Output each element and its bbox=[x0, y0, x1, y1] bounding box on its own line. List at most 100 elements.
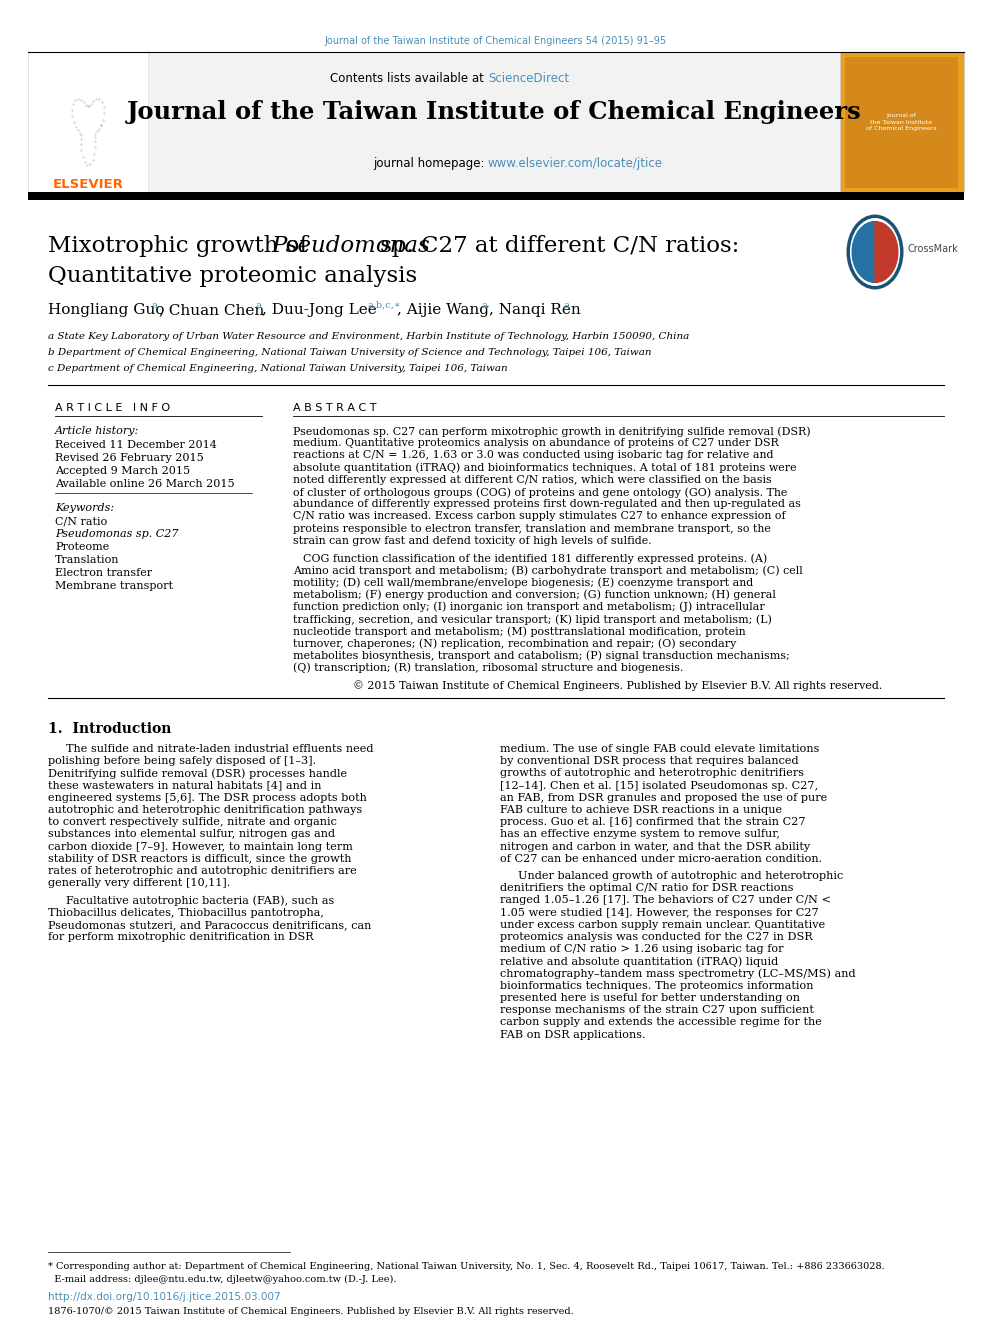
Text: Journal of the Taiwan Institute of Chemical Engineers: Journal of the Taiwan Institute of Chemi… bbox=[127, 101, 861, 124]
Text: presented here is useful for better understanding on: presented here is useful for better unde… bbox=[500, 994, 800, 1003]
Text: turnover, chaperones; (N) replication, recombination and repair; (O) secondary: turnover, chaperones; (N) replication, r… bbox=[293, 639, 736, 650]
Text: Pseudomonas: Pseudomonas bbox=[271, 235, 430, 257]
Text: , Duu-Jong Lee: , Duu-Jong Lee bbox=[262, 303, 377, 318]
Text: 1876-1070/© 2015 Taiwan Institute of Chemical Engineers. Published by Elsevier B: 1876-1070/© 2015 Taiwan Institute of Che… bbox=[48, 1307, 573, 1316]
Text: Pseudomonas sp. C27 can perform mixotrophic growth in denitrifying sulfide remov: Pseudomonas sp. C27 can perform mixotrop… bbox=[293, 426, 810, 437]
Text: Facultative autotrophic bacteria (FAB), such as: Facultative autotrophic bacteria (FAB), … bbox=[66, 896, 334, 906]
Text: under excess carbon supply remain unclear. Quantitative: under excess carbon supply remain unclea… bbox=[500, 919, 825, 930]
Text: bioinformatics techniques. The proteomics information: bioinformatics techniques. The proteomic… bbox=[500, 980, 813, 991]
Text: C/N ratio: C/N ratio bbox=[55, 516, 107, 527]
Text: noted differently expressed at different C/N ratios, which were classified on th: noted differently expressed at different… bbox=[293, 475, 772, 484]
Text: Proteome: Proteome bbox=[55, 542, 109, 552]
Text: by conventional DSR process that requires balanced: by conventional DSR process that require… bbox=[500, 757, 799, 766]
Text: engineered systems [5,6]. The DSR process adopts both: engineered systems [5,6]. The DSR proces… bbox=[48, 792, 367, 803]
Text: Revised 26 February 2015: Revised 26 February 2015 bbox=[55, 452, 203, 463]
Text: Electron transfer: Electron transfer bbox=[55, 568, 152, 578]
Text: http://dx.doi.org/10.1016/j.jtice.2015.03.007: http://dx.doi.org/10.1016/j.jtice.2015.0… bbox=[48, 1293, 281, 1302]
Text: of C27 can be enhanced under micro-aeration condition.: of C27 can be enhanced under micro-aerat… bbox=[500, 853, 822, 864]
Bar bbox=[845, 57, 958, 188]
Text: proteomics analysis was conducted for the C27 in DSR: proteomics analysis was conducted for th… bbox=[500, 931, 812, 942]
Text: Translation: Translation bbox=[55, 556, 119, 565]
Text: Available online 26 March 2015: Available online 26 March 2015 bbox=[55, 479, 235, 490]
Bar bbox=[28, 52, 148, 192]
Text: FAB culture to achieve DSR reactions in a unique: FAB culture to achieve DSR reactions in … bbox=[500, 804, 782, 815]
Text: Under balanced growth of autotrophic and heterotrophic: Under balanced growth of autotrophic and… bbox=[518, 871, 843, 881]
Wedge shape bbox=[875, 221, 898, 282]
Text: Denitrifying sulfide removal (DSR) processes handle: Denitrifying sulfide removal (DSR) proce… bbox=[48, 769, 347, 779]
Text: a,b,c,∗: a,b,c,∗ bbox=[367, 302, 401, 310]
Text: Pseudomonas stutzeri, and Paracoccus denitrificans, can: Pseudomonas stutzeri, and Paracoccus den… bbox=[48, 919, 371, 930]
Text: www.elsevier.com/locate/jtice: www.elsevier.com/locate/jtice bbox=[488, 157, 663, 169]
Text: * Corresponding author at: Department of Chemical Engineering, National Taiwan U: * Corresponding author at: Department of… bbox=[48, 1262, 885, 1271]
Text: to convert respectively sulfide, nitrate and organic: to convert respectively sulfide, nitrate… bbox=[48, 818, 337, 827]
Bar bbox=[28, 52, 840, 192]
Text: 1.  Introduction: 1. Introduction bbox=[48, 722, 172, 736]
Text: , Aijie Wang: , Aijie Wang bbox=[397, 303, 489, 318]
Text: process. Guo et al. [16] confirmed that the strain C27: process. Guo et al. [16] confirmed that … bbox=[500, 818, 806, 827]
Text: Received 11 December 2014: Received 11 December 2014 bbox=[55, 441, 217, 450]
Text: Thiobacillus delicates, Thiobacillus pantotropha,: Thiobacillus delicates, Thiobacillus pan… bbox=[48, 908, 323, 918]
Text: trafficking, secretion, and vesicular transport; (K) lipid transport and metabol: trafficking, secretion, and vesicular tr… bbox=[293, 614, 772, 624]
Text: b Department of Chemical Engineering, National Taiwan University of Science and : b Department of Chemical Engineering, Na… bbox=[48, 348, 652, 357]
Wedge shape bbox=[852, 221, 875, 282]
Text: C/N ratio was increased. Excess carbon supply stimulates C27 to enhance expressi: C/N ratio was increased. Excess carbon s… bbox=[293, 512, 786, 521]
Text: abundance of differently expressed proteins first down-regulated and then up-reg: abundance of differently expressed prote… bbox=[293, 499, 801, 509]
Text: Quantitative proteomic analysis: Quantitative proteomic analysis bbox=[48, 265, 417, 287]
Text: a: a bbox=[152, 302, 158, 310]
Text: Journal of the Taiwan Institute of Chemical Engineers 54 (2015) 91–95: Journal of the Taiwan Institute of Chemi… bbox=[325, 36, 667, 46]
Text: Mixotrophic growth of: Mixotrophic growth of bbox=[48, 235, 315, 257]
Text: a State Key Laboratory of Urban Water Resource and Environment, Harbin Institute: a State Key Laboratory of Urban Water Re… bbox=[48, 332, 689, 341]
Text: Amino acid transport and metabolism; (B) carbohydrate transport and metabolism; : Amino acid transport and metabolism; (B)… bbox=[293, 565, 803, 576]
Text: a: a bbox=[564, 302, 570, 310]
Text: a: a bbox=[482, 302, 488, 310]
Text: FAB on DSR applications.: FAB on DSR applications. bbox=[500, 1029, 646, 1040]
Text: absolute quantitation (iTRAQ) and bioinformatics techniques. A total of 181 prot: absolute quantitation (iTRAQ) and bioinf… bbox=[293, 463, 797, 474]
Text: Hongliang Guo: Hongliang Guo bbox=[48, 303, 165, 318]
Text: medium. Quantitative proteomics analysis on abundance of proteins of C27 under D: medium. Quantitative proteomics analysis… bbox=[293, 438, 779, 448]
Text: Accepted 9 March 2015: Accepted 9 March 2015 bbox=[55, 466, 190, 476]
Text: sp. C27 at different C/N ratios:: sp. C27 at different C/N ratios: bbox=[373, 235, 739, 257]
Text: 1.05 were studied [14]. However, the responses for C27: 1.05 were studied [14]. However, the res… bbox=[500, 908, 818, 918]
Text: ScienceDirect: ScienceDirect bbox=[488, 71, 569, 85]
Text: polishing before being safely disposed of [1–3].: polishing before being safely disposed o… bbox=[48, 757, 316, 766]
Text: these wastewaters in natural habitats [4] and in: these wastewaters in natural habitats [4… bbox=[48, 781, 321, 791]
Text: strain can grow fast and defend toxicity of high levels of sulfide.: strain can grow fast and defend toxicity… bbox=[293, 536, 652, 546]
Text: ELSEVIER: ELSEVIER bbox=[53, 179, 123, 191]
Text: medium of C/N ratio > 1.26 using isobaric tag for: medium of C/N ratio > 1.26 using isobari… bbox=[500, 945, 784, 954]
Text: (Q) transcription; (R) translation, ribosomal structure and biogenesis.: (Q) transcription; (R) translation, ribo… bbox=[293, 663, 683, 673]
Text: rates of heterotrophic and autotrophic denitrifiers are: rates of heterotrophic and autotrophic d… bbox=[48, 867, 357, 876]
Text: carbon dioxide [7–9]. However, to maintain long term: carbon dioxide [7–9]. However, to mainta… bbox=[48, 841, 353, 852]
Text: proteins responsible to electron transfer, translation and membrane transport, s: proteins responsible to electron transfe… bbox=[293, 524, 771, 533]
Text: generally very different [10,11].: generally very different [10,11]. bbox=[48, 878, 230, 888]
Text: an FAB, from DSR granules and proposed the use of pure: an FAB, from DSR granules and proposed t… bbox=[500, 792, 827, 803]
Text: A B S T R A C T: A B S T R A C T bbox=[293, 404, 377, 413]
Text: © 2015 Taiwan Institute of Chemical Engineers. Published by Elsevier B.V. All ri: © 2015 Taiwan Institute of Chemical Engi… bbox=[353, 680, 883, 691]
Text: nucleotide transport and metabolism; (M) posttranslational modification, protein: nucleotide transport and metabolism; (M)… bbox=[293, 626, 746, 636]
Text: Pseudomonas sp. C27: Pseudomonas sp. C27 bbox=[55, 529, 179, 538]
Text: The sulfide and nitrate-laden industrial effluents need: The sulfide and nitrate-laden industrial… bbox=[66, 744, 374, 754]
Text: denitrifiers the optimal C/N ratio for DSR reactions: denitrifiers the optimal C/N ratio for D… bbox=[500, 884, 794, 893]
Text: has an effective enzyme system to remove sulfur,: has an effective enzyme system to remove… bbox=[500, 830, 780, 839]
Text: , Chuan Chen: , Chuan Chen bbox=[159, 303, 264, 318]
Text: metabolites biosynthesis, transport and catabolism; (P) signal transduction mech: metabolites biosynthesis, transport and … bbox=[293, 651, 790, 662]
Text: medium. The use of single FAB could elevate limitations: medium. The use of single FAB could elev… bbox=[500, 744, 819, 754]
Text: E-mail address: djlee@ntu.edu.tw, djleetw@yahoo.com.tw (D.-J. Lee).: E-mail address: djlee@ntu.edu.tw, djleet… bbox=[48, 1275, 397, 1285]
Text: substances into elemental sulfur, nitrogen gas and: substances into elemental sulfur, nitrog… bbox=[48, 830, 335, 839]
Text: A R T I C L E   I N F O: A R T I C L E I N F O bbox=[55, 404, 170, 413]
Text: a: a bbox=[255, 302, 261, 310]
Text: [12–14]. Chen et al. [15] isolated Pseudomonas sp. C27,: [12–14]. Chen et al. [15] isolated Pseud… bbox=[500, 781, 818, 791]
Text: carbon supply and extends the accessible regime for the: carbon supply and extends the accessible… bbox=[500, 1017, 822, 1028]
Text: response mechanisms of the strain C27 upon sufficient: response mechanisms of the strain C27 up… bbox=[500, 1005, 813, 1015]
Text: COG function classification of the identified 181 differently expressed proteins: COG function classification of the ident… bbox=[303, 553, 767, 564]
Text: Journal of
the Taiwan Institute
of Chemical Engineers: Journal of the Taiwan Institute of Chemi… bbox=[866, 112, 936, 131]
Text: Contents lists available at: Contents lists available at bbox=[330, 71, 488, 85]
Text: for perform mixotrophic denitrification in DSR: for perform mixotrophic denitrification … bbox=[48, 931, 313, 942]
Text: chromatography–tandem mass spectrometry (LC–MS/MS) and: chromatography–tandem mass spectrometry … bbox=[500, 968, 856, 979]
Text: metabolism; (F) energy production and conversion; (G) function unknown; (H) gene: metabolism; (F) energy production and co… bbox=[293, 590, 776, 601]
Text: relative and absolute quantitation (iTRAQ) liquid: relative and absolute quantitation (iTRA… bbox=[500, 957, 779, 967]
Bar bbox=[840, 52, 964, 192]
Text: Membrane transport: Membrane transport bbox=[55, 581, 173, 591]
Text: journal homepage:: journal homepage: bbox=[373, 157, 488, 169]
Text: motility; (D) cell wall/membrane/envelope biogenesis; (E) coenzyme transport and: motility; (D) cell wall/membrane/envelop… bbox=[293, 577, 753, 587]
Text: of cluster of orthologous groups (COG) of proteins and gene ontology (GO) analys: of cluster of orthologous groups (COG) o… bbox=[293, 487, 788, 497]
